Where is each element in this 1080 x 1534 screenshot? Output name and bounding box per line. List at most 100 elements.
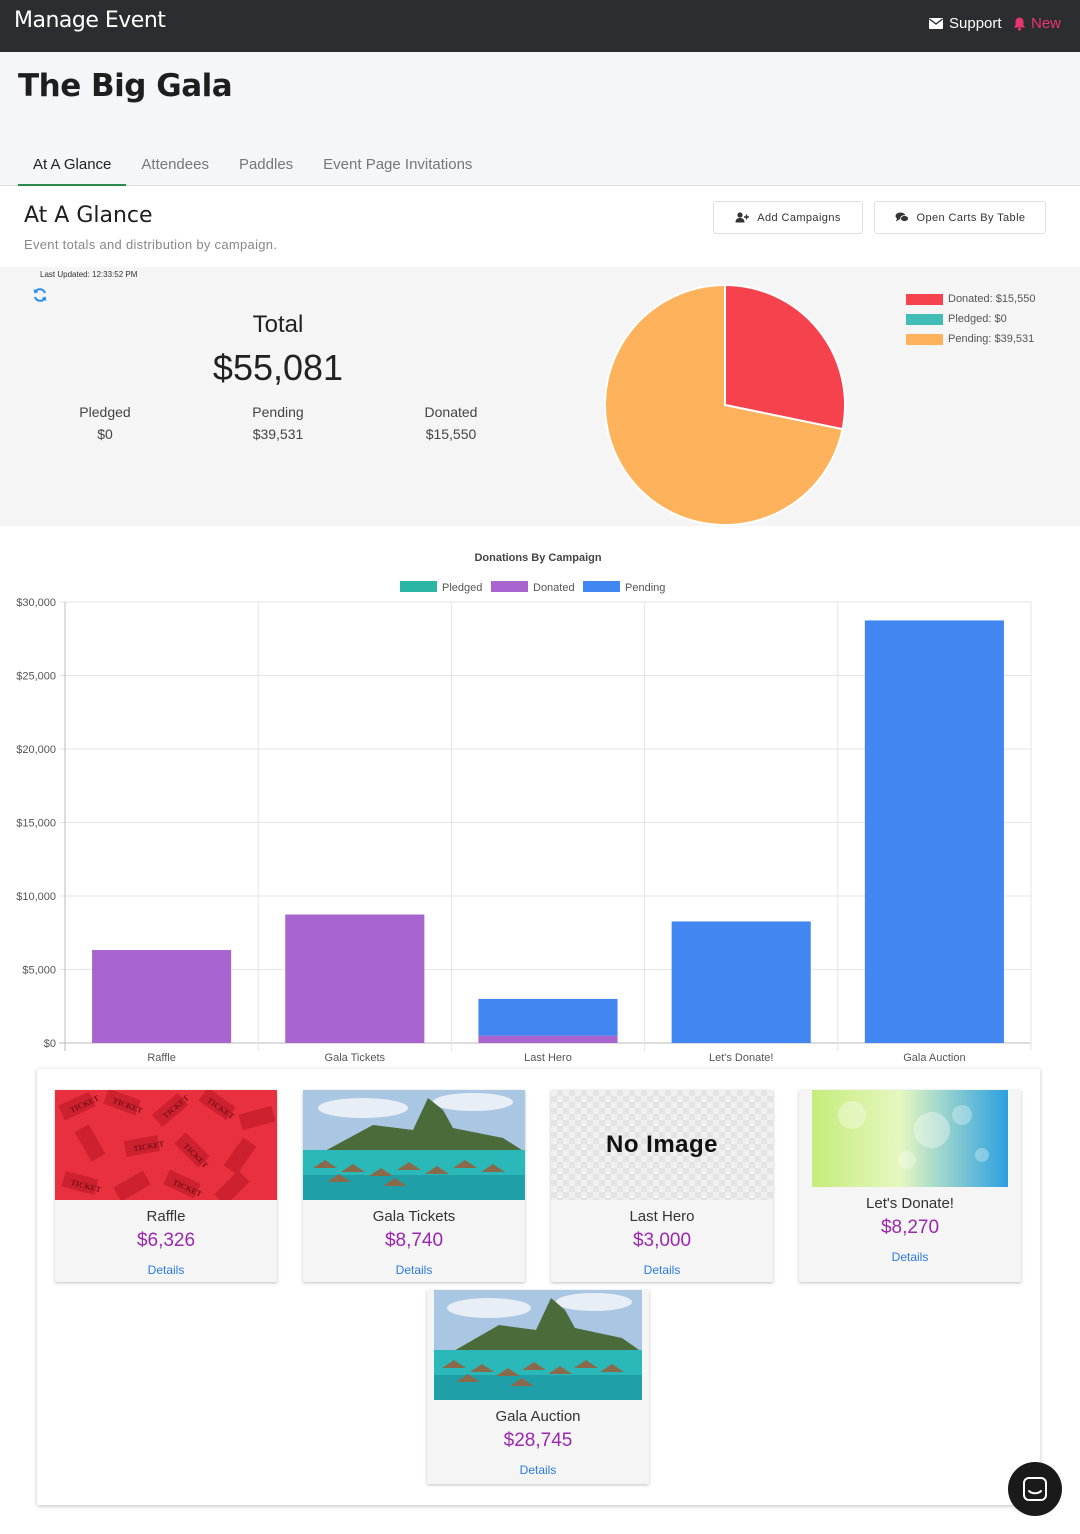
add-user-icon: [735, 212, 750, 223]
app-title: Manage Event: [14, 8, 166, 33]
pie-slice-donated: [724, 283, 846, 431]
refresh-icon: [33, 288, 47, 302]
pie-legend-label: Donated: $15,550: [948, 293, 1036, 305]
bar-donated-gala-tickets: [285, 914, 425, 1043]
campaign-details-link[interactable]: Details: [147, 1263, 185, 1277]
campaign-card-lets-donate[interactable]: Let's Donate! $8,270 Details: [799, 1090, 1021, 1282]
tab-paddles[interactable]: Paddles: [238, 156, 294, 173]
bar-donated-raffle: [92, 950, 232, 1043]
page-header: The Big Gala At A Glance Attendees Paddl…: [0, 52, 1080, 186]
bar-legend-label: Donated: [533, 582, 575, 594]
pie-slice-pending: [604, 283, 844, 526]
bar-legend-label: Pledged: [442, 582, 482, 594]
bar-pending-gala-auction: [864, 620, 1004, 1043]
tab-event-page-invitations[interactable]: Event Page Invitations: [323, 156, 473, 173]
bar-pending-let-s-donate-: [671, 921, 811, 1043]
tab-bar: At A Glance Attendees Paddles Event Page…: [18, 148, 487, 186]
bar-legend-label: Pending: [625, 582, 665, 594]
pie-legend-item-donated: Donated: $15,550: [906, 289, 1035, 309]
bar-legend-swatch: [583, 581, 620, 592]
campaign-name: Last Hero: [629, 1208, 695, 1225]
add-campaigns-label: Add Campaigns: [757, 211, 841, 224]
campaign-name: Gala Auction: [495, 1408, 581, 1425]
y-tick-label: $30,000: [16, 597, 56, 609]
pie-legend-swatch: [906, 293, 943, 305]
bar-donated-last-hero: [478, 1035, 618, 1043]
chat-launcher-button[interactable]: [1008, 1462, 1062, 1516]
pie-legend-label: Pledged: $0: [948, 313, 1007, 325]
add-campaigns-button[interactable]: Add Campaigns: [713, 201, 863, 234]
pie-legend-item-pending: Pending: $39,531: [906, 329, 1035, 349]
campaign-details-link[interactable]: Details: [395, 1263, 433, 1277]
campaign-amount: $6,326: [136, 1230, 196, 1251]
refresh-button[interactable]: [32, 287, 48, 308]
y-tick-label: $20,000: [16, 744, 56, 756]
campaign-amount: $28,745: [503, 1430, 573, 1451]
section-subtitle: Event totals and distribution by campaig…: [24, 237, 278, 252]
pie-legend-item-pledged: Pledged: $0: [906, 309, 1035, 329]
bell-icon: [1013, 17, 1026, 31]
bar-chart-title: Donations By Campaign: [474, 552, 601, 564]
bar-legend-swatch: [491, 581, 528, 592]
campaign-image-placeholder: No Image: [551, 1090, 773, 1200]
summary-panel: Last Updated: 12:33:52 PM Total $55,081 …: [0, 267, 1080, 526]
pending-stat: Pending $39,531: [218, 401, 338, 445]
campaign-card-gala-tickets[interactable]: Gala Tickets $8,740 Details: [303, 1090, 525, 1282]
pie-legend-swatch: [906, 333, 943, 345]
campaign-name: Gala Tickets: [372, 1208, 456, 1225]
y-tick-label: $25,000: [16, 671, 56, 683]
top-navbar: Manage Event Support New: [0, 0, 1080, 52]
campaign-amount: $3,000: [632, 1230, 692, 1251]
campaign-card-last-hero[interactable]: No Image Last Hero $3,000 Details: [551, 1090, 773, 1282]
pending-label: Pending: [252, 404, 304, 420]
last-updated-text: Last Updated: 12:33:52 PM: [40, 270, 138, 279]
new-label: New: [1031, 15, 1062, 32]
pie-legend: Donated: $15,550 Pledged: $0 Pending: $3…: [906, 289, 1035, 349]
pledged-label: Pledged: [79, 404, 131, 420]
bar-pending-last-hero: [478, 998, 618, 1036]
chat-icon: [1023, 1477, 1047, 1501]
pie-legend-label: Pending: $39,531: [948, 333, 1035, 345]
x-tick-label: Last Hero: [524, 1052, 572, 1064]
new-notifications-link[interactable]: New: [1013, 15, 1061, 32]
campaign-details-link[interactable]: Details: [519, 1463, 557, 1477]
donated-stat: Donated $15,550: [391, 401, 511, 445]
total-value: $55,081: [212, 347, 344, 388]
y-tick-label: $10,000: [16, 891, 56, 903]
y-tick-label: $0: [44, 1038, 56, 1050]
page-title: The Big Gala: [18, 68, 233, 104]
campaign-details-link[interactable]: Details: [643, 1263, 681, 1277]
distribution-pie-chart: [604, 283, 846, 526]
campaign-name: Let's Donate!: [866, 1195, 954, 1212]
campaign-amount: $8,270: [880, 1217, 940, 1238]
campaign-card-raffle[interactable]: TICKET TICKET TICKET TICKET TICKET TICKE…: [55, 1090, 277, 1282]
y-tick-label: $5,000: [22, 965, 56, 977]
total-label: Total: [252, 311, 304, 338]
envelope-icon: [929, 18, 943, 29]
donated-label: Donated: [424, 404, 478, 420]
tab-attendees[interactable]: Attendees: [141, 156, 209, 173]
no-image-text: No Image: [605, 1131, 719, 1158]
campaign-details-link[interactable]: Details: [891, 1250, 929, 1264]
pledged-value: $0: [97, 426, 113, 442]
campaign-card-gala-auction[interactable]: Gala Auction $28,745 Details: [427, 1290, 649, 1484]
x-tick-label: Gala Tickets: [325, 1052, 386, 1064]
comments-icon: [895, 212, 909, 222]
campaign-image-bungalows: [303, 1090, 525, 1200]
bar-legend-swatch: [400, 581, 437, 592]
pledged-stat: Pledged $0: [45, 401, 165, 445]
x-tick-label: Raffle: [147, 1052, 176, 1064]
campaign-cards-panel: TICKET TICKET TICKET TICKET TICKET TICKE…: [37, 1069, 1040, 1505]
campaign-amount: $8,740: [384, 1230, 444, 1251]
campaign-image-bokeh: [799, 1090, 1021, 1187]
support-link[interactable]: Support: [929, 15, 1002, 32]
campaign-name: Raffle: [146, 1208, 186, 1225]
tab-at-a-glance[interactable]: At A Glance: [18, 148, 127, 186]
open-carts-by-table-button[interactable]: Open Carts By Table: [874, 201, 1046, 234]
open-carts-label: Open Carts By Table: [916, 211, 1026, 224]
campaign-image-tickets: TICKET TICKET TICKET TICKET TICKET TICKE…: [55, 1090, 277, 1200]
x-tick-label: Gala Auction: [903, 1052, 965, 1064]
donations-by-campaign-chart: Donations By Campaign Pledged Donated Pend…: [16, 552, 1032, 1064]
section-title: At A Glance: [24, 203, 153, 228]
support-label: Support: [949, 15, 1002, 32]
